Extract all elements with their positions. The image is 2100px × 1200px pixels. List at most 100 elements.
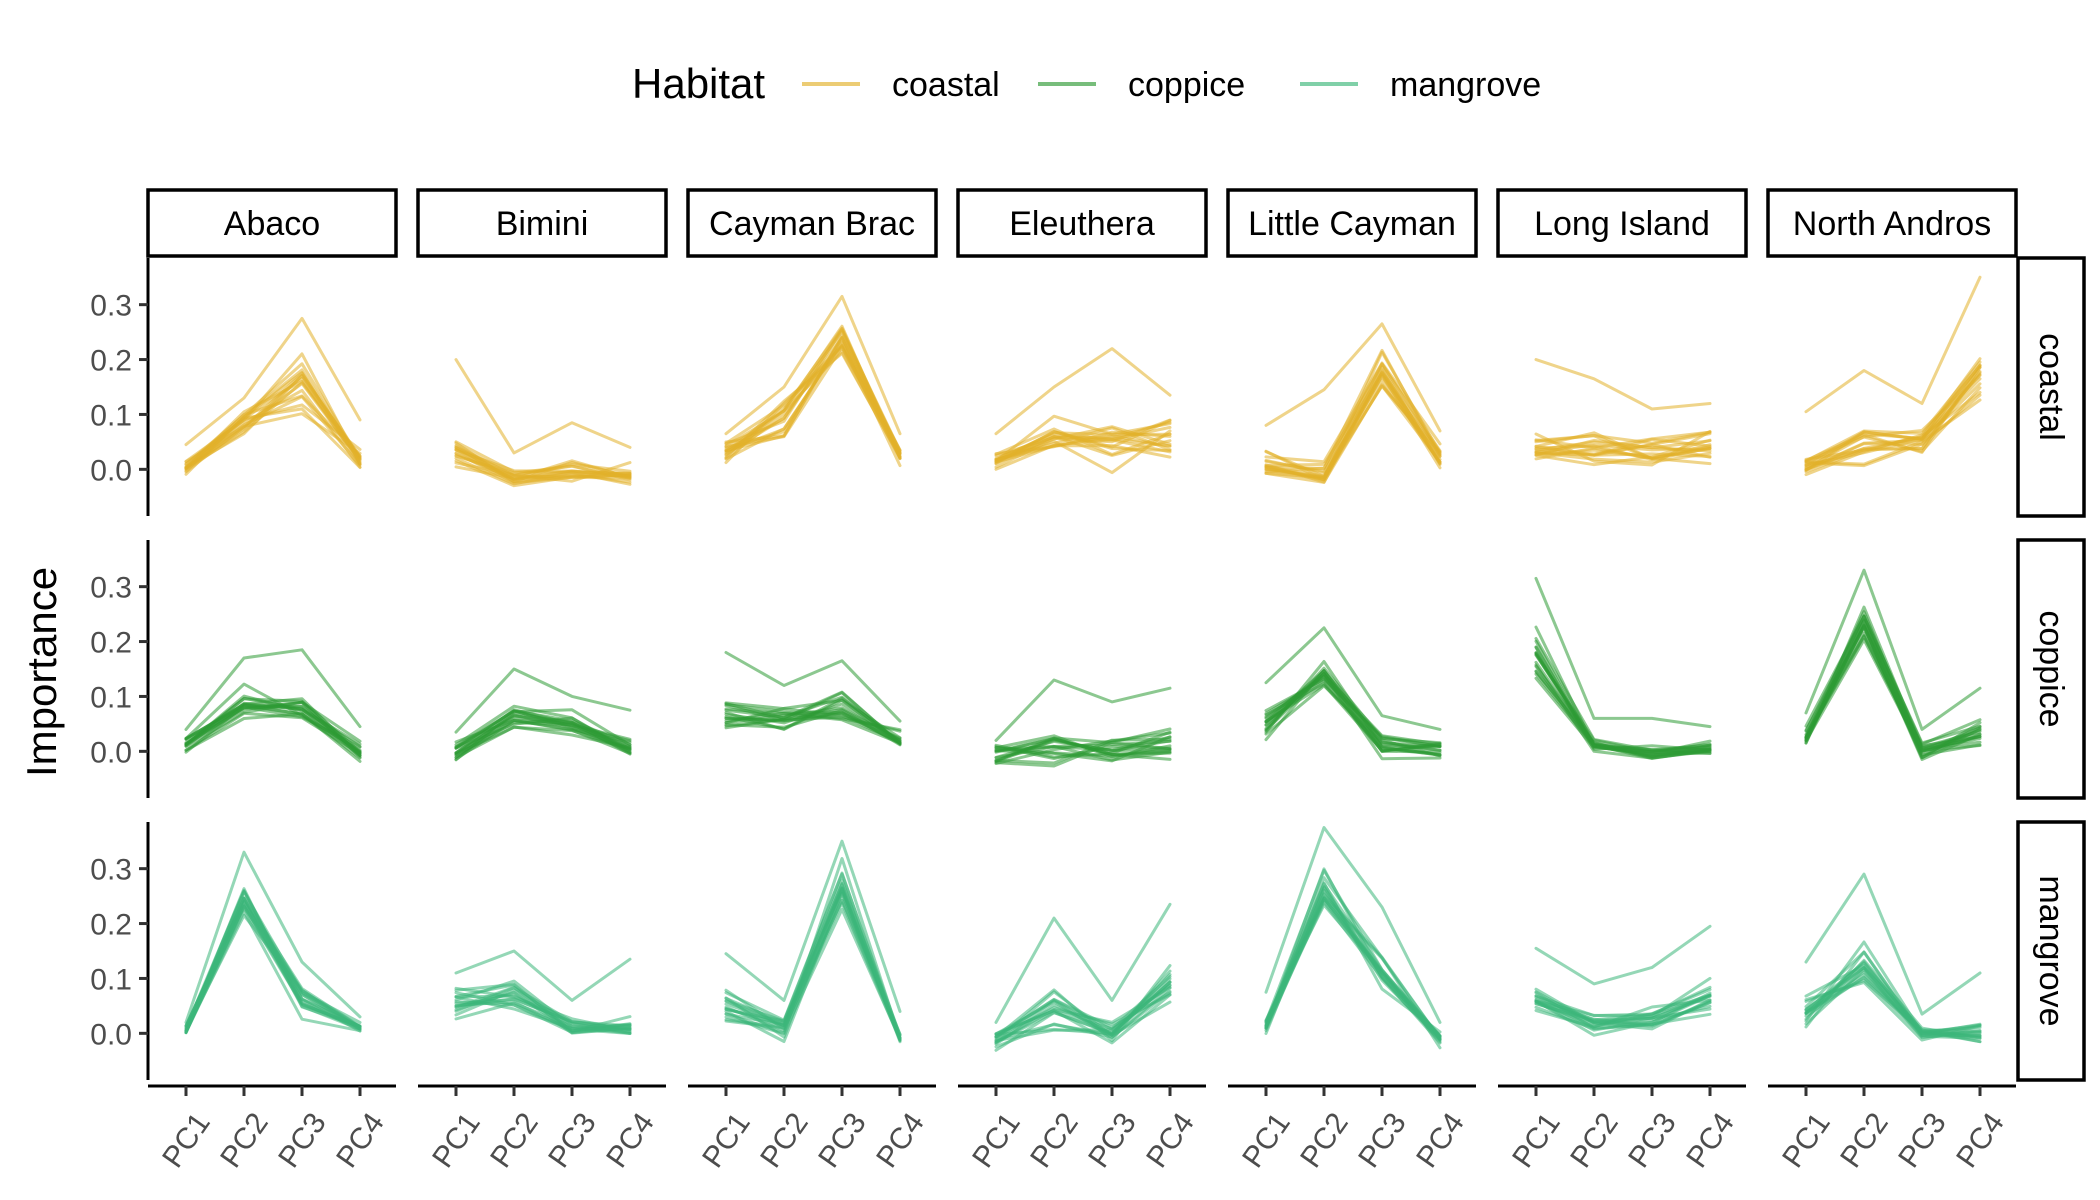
series-line bbox=[724, 839, 902, 1013]
series-line bbox=[1264, 626, 1442, 731]
y-tick-label: 0.3 bbox=[90, 854, 132, 887]
panel-coppice-long-island bbox=[1534, 576, 1712, 760]
series-line bbox=[724, 351, 902, 459]
y-tick-label: 0.1 bbox=[90, 399, 132, 432]
series-line bbox=[1264, 673, 1442, 746]
series-line bbox=[1534, 430, 1712, 450]
series-line bbox=[184, 704, 362, 760]
legend-title: Habitat bbox=[632, 60, 765, 107]
x-tick-label: PC2 bbox=[754, 1107, 815, 1174]
column-strip-label: Bimini bbox=[496, 205, 589, 243]
panel-coastal-long-island bbox=[1534, 358, 1712, 467]
x-tick-label: PC1 bbox=[1236, 1107, 1297, 1174]
x-tick-label: PC1 bbox=[1506, 1107, 1567, 1174]
series-line bbox=[1534, 451, 1712, 464]
series-line bbox=[994, 678, 1172, 742]
x-tick-label: PC1 bbox=[1776, 1107, 1837, 1174]
column-strip-label: Abaco bbox=[224, 205, 320, 243]
series-line bbox=[184, 682, 362, 752]
x-tick-label: PC1 bbox=[426, 1107, 487, 1174]
panel-coppice-cayman-brac bbox=[724, 651, 902, 747]
y-tick-label: 0.1 bbox=[90, 963, 132, 996]
series-line bbox=[184, 316, 362, 447]
series-line bbox=[1534, 976, 1712, 1025]
legend-label-mangrove: mangrove bbox=[1390, 66, 1541, 104]
series-line bbox=[1534, 653, 1712, 754]
column-strip-label: North Andros bbox=[1793, 205, 1991, 243]
series-line bbox=[184, 382, 362, 474]
series-line bbox=[454, 995, 632, 1031]
x-tick-label: PC4 bbox=[330, 1107, 391, 1174]
series-line bbox=[724, 901, 902, 1042]
column-strip-north-andros: North Andros bbox=[1766, 188, 2018, 258]
series-line bbox=[1534, 430, 1712, 445]
x-tick-label: PC2 bbox=[214, 1107, 275, 1174]
series-line bbox=[1534, 993, 1712, 1018]
series-line bbox=[1804, 370, 1982, 469]
series-line bbox=[184, 407, 362, 469]
x-tick-label: PC4 bbox=[870, 1107, 931, 1174]
series-line bbox=[1264, 826, 1442, 1024]
series-line bbox=[454, 985, 632, 1031]
series-line bbox=[724, 690, 902, 745]
series-line bbox=[994, 420, 1172, 464]
series-line bbox=[184, 368, 362, 476]
legend-entry-coastal: coastal bbox=[802, 66, 1000, 104]
y-axis-mangrove: 0.0 0.1 0.2 0.3 bbox=[90, 822, 150, 1080]
x-tick-label: PC4 bbox=[1140, 1107, 1201, 1174]
series-line bbox=[184, 850, 362, 1024]
series-line bbox=[1534, 358, 1712, 411]
series-line bbox=[1804, 872, 1982, 1016]
panel-mangrove-long-island bbox=[1534, 924, 1712, 1037]
series-line bbox=[1804, 975, 1982, 1033]
series-line bbox=[994, 737, 1172, 765]
x-tick-label: PC1 bbox=[156, 1107, 217, 1174]
legend-label-coppice: coppice bbox=[1128, 66, 1245, 104]
row-strip-label: mangrove bbox=[2032, 875, 2070, 1026]
panel-coastal-north-andros bbox=[1804, 275, 1982, 477]
series-line bbox=[1804, 386, 1982, 464]
y-tick-label: 0.0 bbox=[90, 736, 132, 769]
series-line bbox=[1264, 867, 1442, 1045]
panel-coastal-abaco bbox=[184, 316, 362, 476]
series-line bbox=[454, 448, 632, 484]
series-line bbox=[1534, 676, 1712, 754]
series-line bbox=[994, 964, 1172, 1043]
series-line bbox=[1264, 322, 1442, 433]
column-strip-eleuthera: Eleuthera bbox=[956, 188, 1208, 258]
x-tick-label: PC4 bbox=[1950, 1107, 2011, 1174]
column-strip-bimini: Bimini bbox=[416, 188, 668, 258]
legend: Habitat coastal coppice mangrove bbox=[632, 60, 1541, 107]
series-line bbox=[1264, 374, 1442, 482]
series-line bbox=[994, 426, 1172, 461]
series-line bbox=[1804, 275, 1982, 414]
x-tick-label: PC1 bbox=[966, 1107, 1027, 1174]
series-line bbox=[1534, 576, 1712, 729]
column-strip-little-cayman: Little Cayman bbox=[1226, 188, 1478, 258]
series-line bbox=[184, 910, 362, 1035]
x-tick-label: PC2 bbox=[1294, 1107, 1355, 1174]
series-line bbox=[454, 708, 632, 762]
panel-mangrove-bimini bbox=[454, 949, 632, 1035]
column-strip-label: Cayman Brac bbox=[709, 205, 915, 243]
row-strip-label: coastal bbox=[2032, 333, 2070, 441]
series-line bbox=[1264, 882, 1442, 1041]
y-tick-label: 0.2 bbox=[90, 345, 132, 378]
series-line bbox=[454, 721, 632, 757]
series-line bbox=[994, 735, 1172, 763]
legend-entry-mangrove: mangrove bbox=[1300, 66, 1541, 104]
x-tick-label: PC2 bbox=[1564, 1107, 1625, 1174]
series-line bbox=[994, 980, 1172, 1044]
column-strip-abaco: Abaco bbox=[146, 188, 398, 258]
legend-label-coastal: coastal bbox=[892, 66, 1000, 104]
series-line bbox=[1534, 924, 1712, 986]
panel-coastal-cayman-brac bbox=[724, 294, 902, 468]
column-strip-label: Eleuthera bbox=[1009, 205, 1155, 243]
series-line bbox=[454, 667, 632, 734]
panel-coastal-little-cayman bbox=[1264, 322, 1442, 484]
x-tick-label: PC3 bbox=[1082, 1107, 1143, 1174]
series-line bbox=[1804, 950, 1982, 1036]
panel-mangrove-north-andros bbox=[1804, 872, 1982, 1044]
